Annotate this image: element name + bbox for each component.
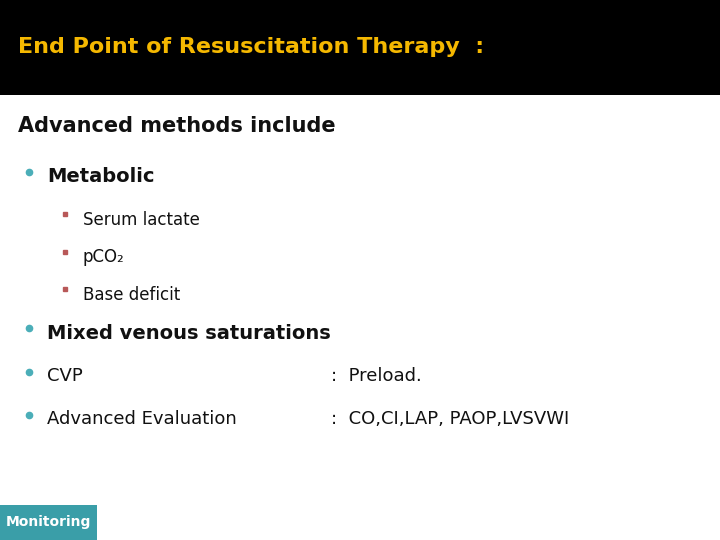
Text: pCO₂: pCO₂: [83, 248, 125, 266]
Text: End Point of Resuscitation Therapy  :: End Point of Resuscitation Therapy :: [18, 37, 484, 57]
Text: Monitoring: Monitoring: [6, 516, 91, 529]
FancyBboxPatch shape: [0, 505, 97, 540]
Text: Mixed venous saturations: Mixed venous saturations: [47, 324, 330, 343]
Text: :  CO,CI,LAP, PAOP,LVSVWI: : CO,CI,LAP, PAOP,LVSVWI: [331, 410, 570, 428]
Text: Advanced methods include: Advanced methods include: [18, 116, 336, 136]
Text: Metabolic: Metabolic: [47, 167, 154, 186]
Text: :  Preload.: : Preload.: [331, 367, 422, 385]
Text: Base deficit: Base deficit: [83, 286, 180, 304]
Text: Advanced Evaluation: Advanced Evaluation: [47, 410, 237, 428]
Text: CVP: CVP: [47, 367, 83, 385]
FancyBboxPatch shape: [0, 0, 720, 94]
Text: Serum lactate: Serum lactate: [83, 211, 199, 228]
